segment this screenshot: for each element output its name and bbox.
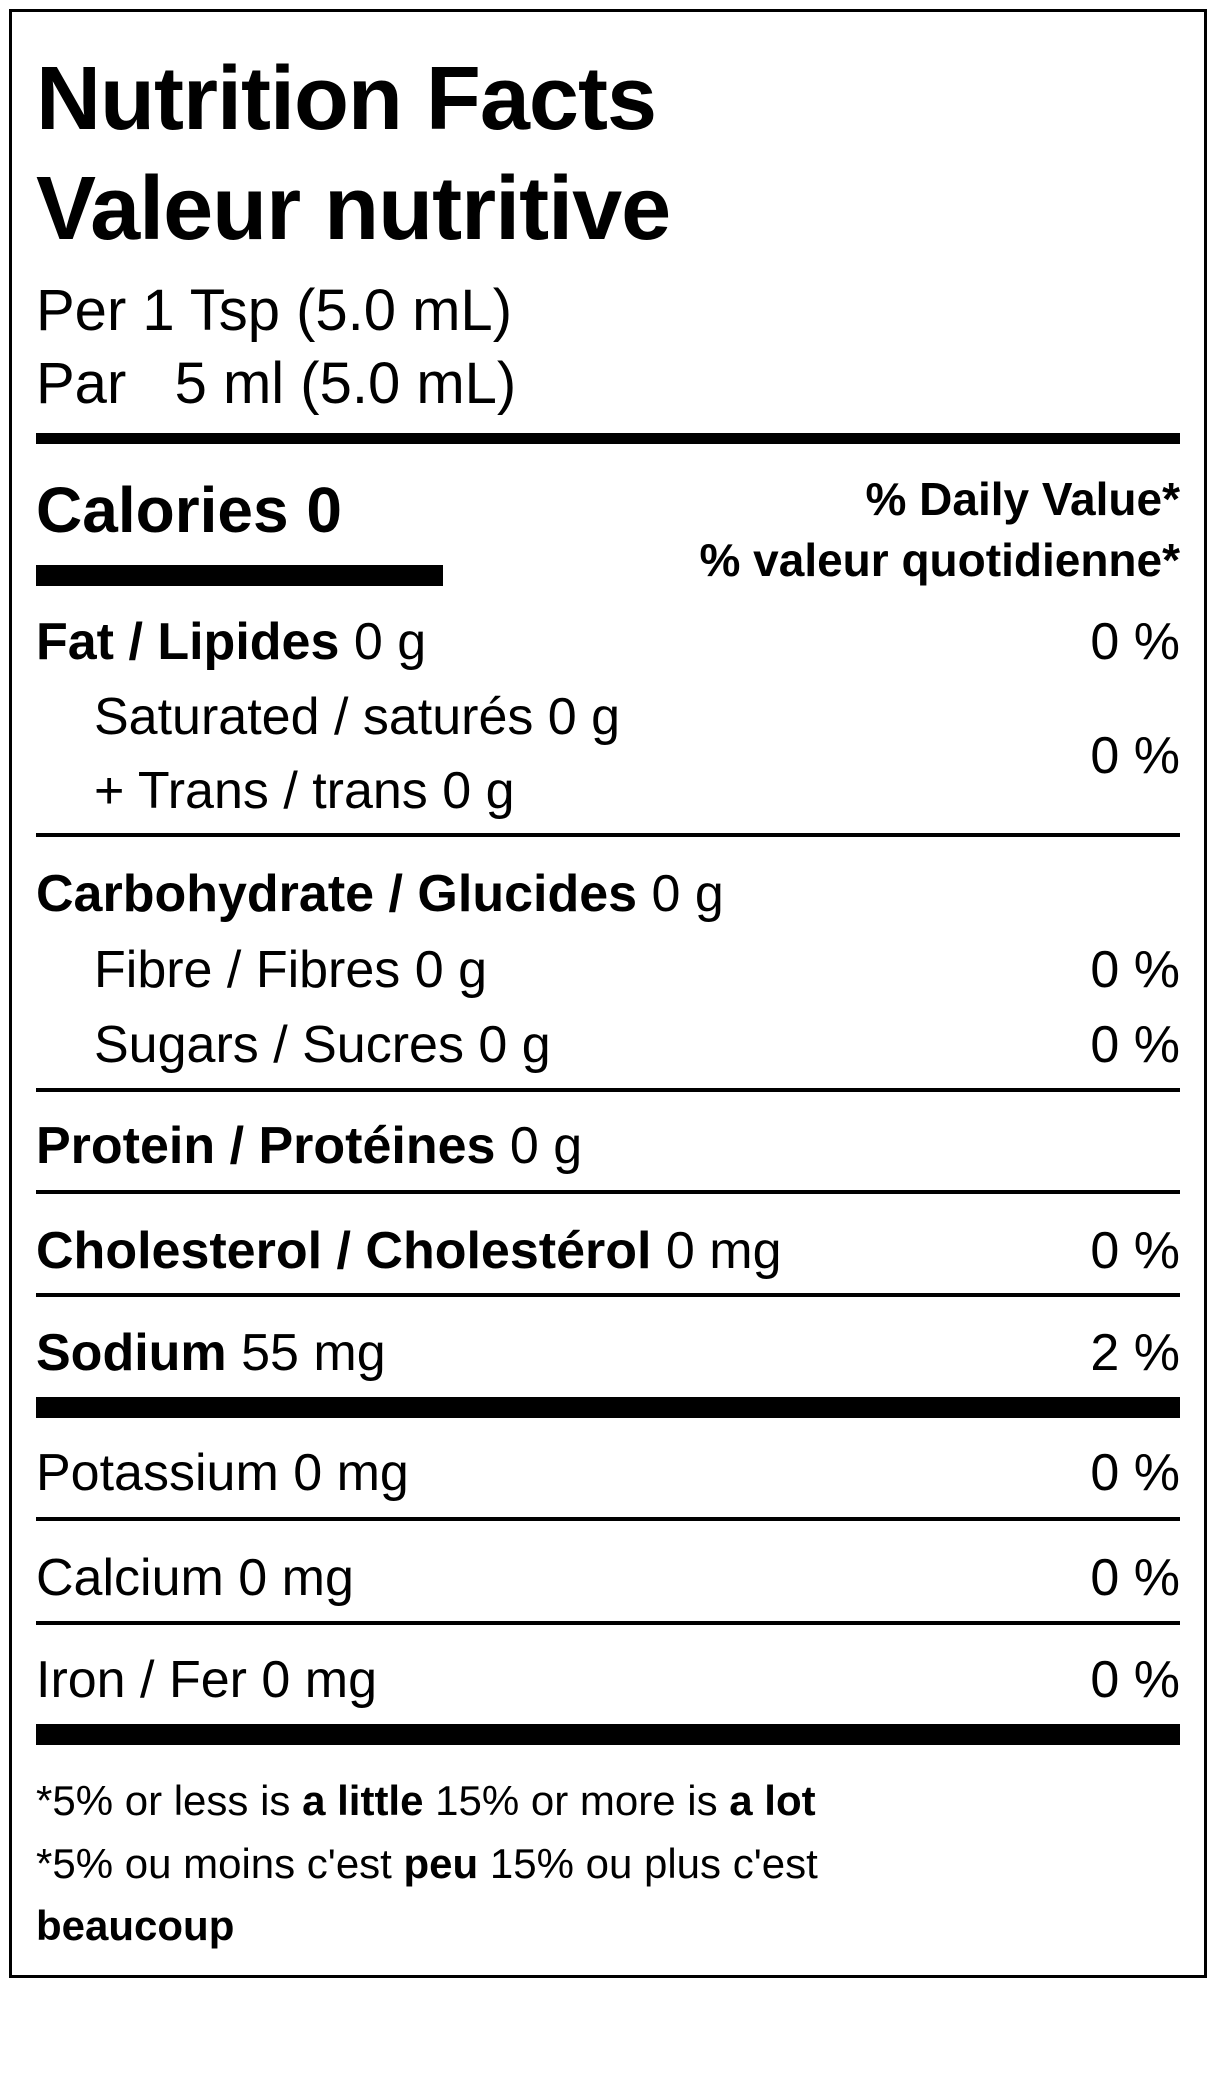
protein-row: Protein / Protéines 0 g [36, 1117, 583, 1175]
sodium-row: Sodium 55 mg [36, 1324, 386, 1382]
divider [36, 1621, 1180, 1625]
divider [36, 1190, 1180, 1194]
divider [36, 1293, 1180, 1297]
sugars-dv: 0 % [1090, 1016, 1180, 1074]
title-en: Nutrition Facts [36, 49, 657, 149]
daily-value-fr: % valeur quotidienne* [699, 534, 1180, 586]
serving-size-fr: Par 5 ml (5.0 mL) [36, 351, 517, 416]
divider [36, 1517, 1180, 1521]
calcium-row: Calcium 0 mg [36, 1549, 354, 1607]
fat-dv: 0 % [1090, 613, 1180, 671]
thick-divider [36, 1724, 1180, 1745]
cholesterol-dv: 0 % [1090, 1222, 1180, 1280]
iron-row: Iron / Fer 0 mg [36, 1651, 377, 1709]
sat-trans-dv: 0 % [1090, 727, 1180, 785]
footnote-fr: *5% ou moins c'est peu 15% ou plus c'est [36, 1840, 818, 1887]
iron-dv: 0 % [1090, 1651, 1180, 1709]
divider [36, 433, 1180, 444]
potassium-dv: 0 % [1090, 1444, 1180, 1502]
title-fr: Valeur nutritive [36, 159, 671, 259]
serving-size-en: Per 1 Tsp (5.0 mL) [36, 278, 513, 343]
calcium-dv: 0 % [1090, 1549, 1180, 1607]
sodium-dv: 2 % [1090, 1324, 1180, 1382]
trans-row: + Trans / trans 0 g [94, 762, 515, 820]
cholesterol-row: Cholesterol / Cholestérol 0 mg [36, 1222, 782, 1280]
fat-row: Fat / Lipides 0 g [36, 613, 427, 671]
footnote-en: *5% or less is a little 15% or more is a… [36, 1777, 816, 1824]
nutrition-facts-panel [9, 9, 1207, 1978]
fibre-dv: 0 % [1090, 941, 1180, 999]
calories-bar [36, 565, 443, 586]
carbohydrate-row: Carbohydrate / Glucides 0 g [36, 865, 724, 923]
potassium-row: Potassium 0 mg [36, 1444, 409, 1502]
daily-value-en: % Daily Value* [865, 473, 1181, 525]
calories: Calories 0 [36, 474, 342, 546]
thick-divider [36, 1397, 1180, 1418]
fibre-row: Fibre / Fibres 0 g [94, 941, 488, 999]
saturated-row: Saturated / saturés 0 g [94, 688, 621, 746]
divider [36, 833, 1180, 837]
sugars-row: Sugars / Sucres 0 g [94, 1016, 551, 1074]
divider [36, 1088, 1180, 1092]
footnote-fr-cont: beaucoup [36, 1902, 235, 1949]
